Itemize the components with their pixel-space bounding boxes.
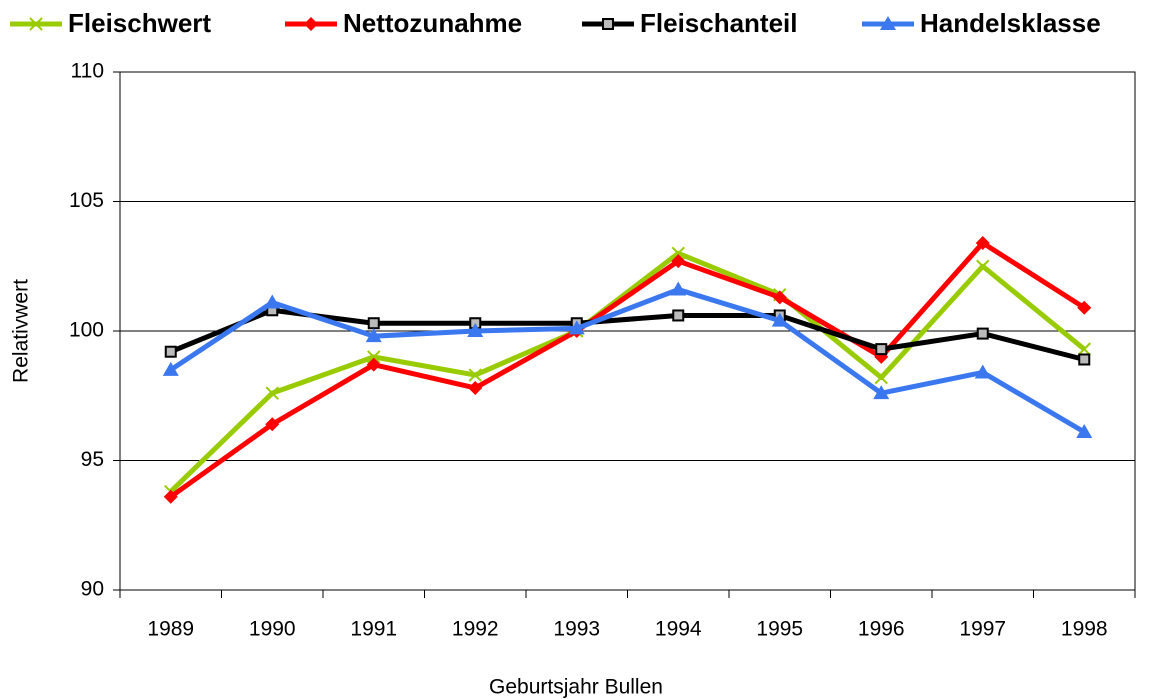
x-tick-label: 1998 xyxy=(1061,618,1108,641)
marker xyxy=(568,320,585,335)
y-tick-label: 110 xyxy=(71,60,104,83)
legend-label: Fleischwert xyxy=(68,8,211,38)
marker xyxy=(974,364,991,379)
marker xyxy=(976,259,990,273)
series-line xyxy=(169,287,1086,435)
marker xyxy=(602,18,614,30)
marker xyxy=(265,417,280,432)
marker xyxy=(772,290,787,305)
y-axis-title: Relativwert xyxy=(10,279,33,383)
legend-label: Nettozunahme xyxy=(343,8,522,38)
x-tick-label: 1989 xyxy=(147,618,194,641)
x-tick-label: 1997 xyxy=(959,618,1006,641)
marker xyxy=(671,246,685,261)
marker xyxy=(873,385,890,400)
x-tick-label: 1994 xyxy=(655,618,702,641)
x-tick-label: 1990 xyxy=(249,618,296,641)
marker xyxy=(880,16,896,30)
marker xyxy=(672,309,685,322)
x-tick-label: 1996 xyxy=(858,618,905,641)
x-tick-label: 1991 xyxy=(350,618,397,641)
marker xyxy=(163,489,178,504)
marker xyxy=(468,380,483,395)
marker xyxy=(164,345,177,358)
y-tick-label: 100 xyxy=(69,319,104,342)
y-tick-label: 95 xyxy=(81,448,104,471)
marker xyxy=(367,350,381,364)
series-line xyxy=(169,307,1085,362)
marker xyxy=(468,368,482,382)
x-axis-title: Geburtsjahr Bullen xyxy=(489,676,663,699)
marker xyxy=(467,323,484,337)
marker xyxy=(671,254,686,269)
marker xyxy=(670,281,687,296)
series-line xyxy=(169,250,1086,494)
marker xyxy=(875,343,888,356)
marker xyxy=(162,361,179,376)
marker xyxy=(366,357,381,372)
marker xyxy=(1078,353,1091,366)
y-tick-label: 105 xyxy=(69,189,104,212)
x-tick-label: 1993 xyxy=(553,618,600,641)
marker xyxy=(29,17,43,31)
x-tick-label: 1995 xyxy=(756,618,803,641)
marker xyxy=(976,327,989,340)
marker xyxy=(367,317,380,330)
marker xyxy=(365,328,382,343)
marker xyxy=(265,386,279,400)
marker xyxy=(1077,342,1091,356)
marker xyxy=(1076,424,1093,439)
legend-label: Fleischanteil xyxy=(640,8,798,38)
marker xyxy=(771,312,788,327)
marker xyxy=(975,235,990,250)
marker xyxy=(1077,300,1092,315)
marker xyxy=(264,294,281,309)
marker xyxy=(304,17,318,31)
y-tick-label: 90 xyxy=(81,578,104,601)
x-tick-label: 1992 xyxy=(452,618,499,641)
legend-label: Handelsklasse xyxy=(920,8,1101,38)
marker xyxy=(874,370,888,385)
series-line xyxy=(169,240,1086,499)
